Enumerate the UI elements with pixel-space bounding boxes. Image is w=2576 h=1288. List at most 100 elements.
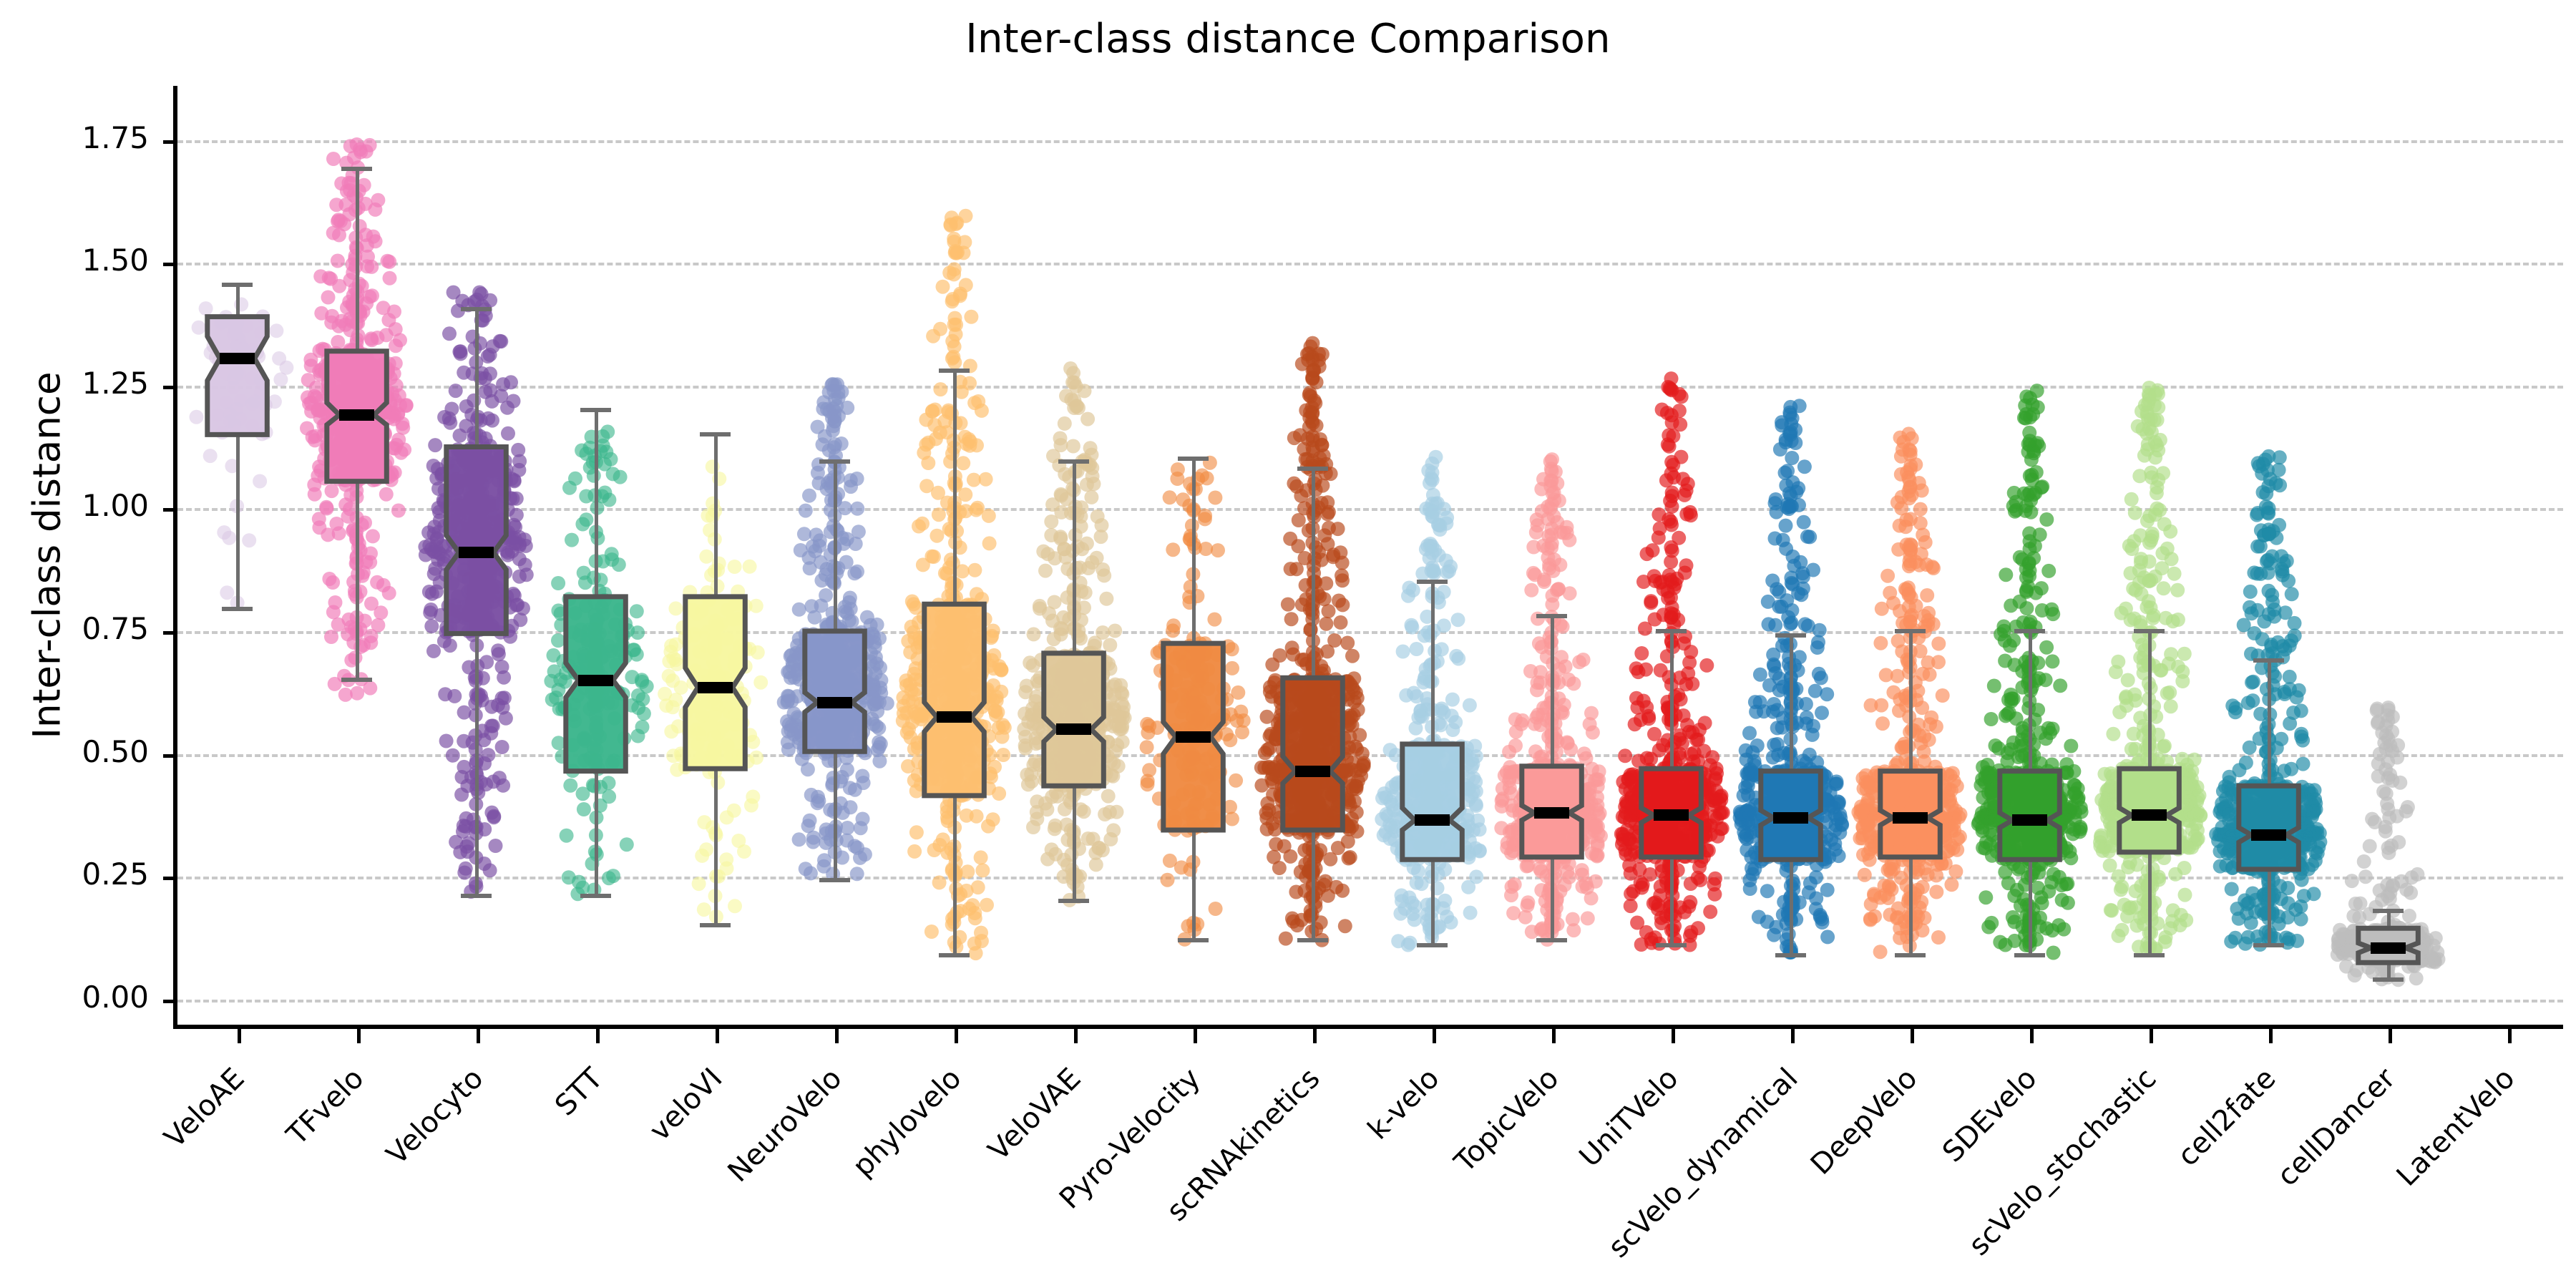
- median-line: [220, 352, 255, 364]
- box-shape[interactable]: [2209, 86, 2328, 1029]
- whisker-lower: [1550, 857, 1554, 938]
- whisker-upper: [2386, 908, 2391, 929]
- x-tick-mark: [237, 1028, 241, 1043]
- box-group-topicvelo[interactable]: [1492, 86, 1611, 1043]
- gridline: [177, 263, 2563, 266]
- box-group-sdevelo[interactable]: [1970, 86, 2089, 1043]
- x-tick-label-veloae: VeloAE: [157, 1062, 251, 1155]
- whisker-lower: [2028, 859, 2032, 953]
- y-tick-label: 1.00: [82, 488, 149, 524]
- x-tick-mark: [2388, 1028, 2392, 1043]
- box-group-velovae[interactable]: [1014, 86, 1133, 1043]
- box-group-velovi[interactable]: [655, 86, 775, 1043]
- median-line: [1534, 806, 1569, 819]
- whisker-cap-upper: [819, 459, 851, 464]
- whisker-cap-lower: [819, 877, 851, 882]
- box-shape[interactable]: [1133, 86, 1253, 1029]
- box-shape[interactable]: [2089, 86, 2209, 1029]
- box-shape[interactable]: [1611, 86, 1731, 1029]
- box-group-pyro-velocity[interactable]: [1133, 86, 1253, 1043]
- plot-area: Inter-class distance 0.00 0.25 0.50 0.75 1.0…: [26, 86, 2563, 1043]
- y-tick-mark: [163, 753, 177, 758]
- y-tick-mark: [163, 630, 177, 635]
- box-shape[interactable]: [1731, 86, 1850, 1029]
- median-line: [698, 681, 733, 693]
- box-shape[interactable]: [1014, 86, 1133, 1029]
- x-tick-mark: [1910, 1028, 1914, 1043]
- whisker-cap-upper: [2014, 628, 2046, 633]
- whisker-upper: [1072, 459, 1076, 653]
- whisker-cap-upper: [580, 407, 612, 412]
- x-tick-label-stt: STT: [548, 1062, 610, 1123]
- box-shape[interactable]: [1492, 86, 1611, 1029]
- box-group-neurovelo[interactable]: [775, 86, 894, 1043]
- box-group-cell2fate[interactable]: [2209, 86, 2328, 1043]
- whisker-cap-upper: [1177, 457, 1209, 462]
- whisker-cap-upper: [1058, 459, 1090, 464]
- whisker-upper: [2267, 658, 2271, 786]
- median-line: [339, 409, 374, 421]
- y-tick-mark: [163, 263, 177, 267]
- whisker-cap-lower: [2253, 942, 2285, 947]
- box-group-k-velo[interactable]: [1372, 86, 1492, 1043]
- box-shape[interactable]: [1850, 86, 1970, 1029]
- y-tick-mark: [163, 508, 177, 512]
- median-line: [459, 547, 494, 559]
- whisker-upper: [594, 407, 598, 597]
- x-tick-label-unitvelo: UniTVelo: [1573, 1062, 1685, 1174]
- x-tick-mark: [1671, 1028, 1675, 1043]
- x-tick-label-deepvelo: DeepVelo: [1804, 1062, 1924, 1181]
- box-shape[interactable]: [297, 86, 416, 1029]
- box-shape[interactable]: [1253, 86, 1372, 1029]
- box-group-scrnakinetics[interactable]: [1253, 86, 1372, 1043]
- whisker-cap-upper: [341, 167, 373, 172]
- median-line: [1415, 814, 1450, 826]
- box-group-latentvelo[interactable]: [2448, 86, 2567, 1043]
- box-shape[interactable]: [177, 86, 297, 1029]
- x-tick-label-cell2fate: cell2fate: [2171, 1062, 2283, 1173]
- whisker-lower: [235, 434, 240, 607]
- box-group-tfvelo[interactable]: [297, 86, 416, 1043]
- median-line: [817, 696, 852, 708]
- whisker-lower: [1669, 857, 1674, 943]
- whisker-upper: [235, 282, 240, 317]
- box-shape[interactable]: [894, 86, 1014, 1029]
- box-shape[interactable]: [2328, 86, 2448, 1029]
- box-group-scvelo-stochastic[interactable]: [2089, 86, 2209, 1043]
- box-group-unitvelo[interactable]: [1611, 86, 1731, 1043]
- box-group-stt[interactable]: [536, 86, 655, 1043]
- whisker-lower: [594, 771, 598, 894]
- whisker-cap-lower: [1058, 899, 1090, 904]
- whisker-cap-upper: [1655, 628, 1687, 633]
- box-shape[interactable]: [655, 86, 775, 1029]
- box-shape[interactable]: [1372, 86, 1492, 1029]
- x-tick-mark: [715, 1028, 719, 1043]
- box-shape[interactable]: [1970, 86, 2089, 1029]
- x-tick-label-celldancer: cellDancer: [2270, 1062, 2402, 1193]
- whisker-cap-upper: [1775, 633, 1807, 638]
- whisker-lower: [2267, 869, 2271, 943]
- whisker-lower: [952, 795, 957, 953]
- y-tick-mark: [163, 140, 177, 144]
- whisker-upper: [833, 459, 837, 631]
- x-tick-mark: [954, 1028, 958, 1043]
- plot-inner: 0.00 0.25 0.50 0.75 1.00 1.25 1.50 1.75: [82, 86, 2563, 1043]
- box-shape[interactable]: [416, 86, 536, 1029]
- box-shape[interactable]: [536, 86, 655, 1029]
- x-tick-mark: [595, 1028, 600, 1043]
- x-tick-label-velocyto: Velocyto: [380, 1062, 490, 1171]
- y-tick-label: 1.75: [82, 119, 149, 155]
- box-group-phylovelo[interactable]: [894, 86, 1014, 1043]
- box-shape[interactable]: [775, 86, 894, 1029]
- x-tick-mark: [1312, 1028, 1317, 1043]
- box-group-celldancer[interactable]: [2328, 86, 2448, 1043]
- box-group-veloae[interactable]: [177, 86, 297, 1043]
- box-group-deepvelo[interactable]: [1850, 86, 1970, 1043]
- whisker-cap-lower: [580, 894, 612, 899]
- x-tick-label-k-velo: k-velo: [1361, 1062, 1446, 1146]
- whisker-lower: [833, 751, 837, 878]
- box-group-scvelo-dynamical[interactable]: [1731, 86, 1850, 1043]
- whisker-upper: [713, 431, 718, 597]
- y-axis-label: Inter-class distance: [25, 371, 69, 739]
- box-group-velocyto[interactable]: [416, 86, 536, 1043]
